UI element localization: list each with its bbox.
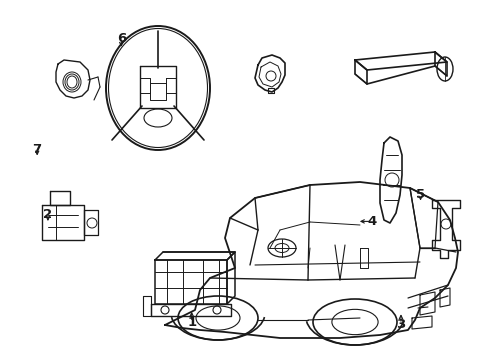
Text: 4: 4 [366,215,375,228]
Text: 1: 1 [187,316,196,329]
Text: 5: 5 [415,188,424,201]
Text: 6: 6 [117,32,125,45]
Text: 7: 7 [33,143,41,156]
Text: 2: 2 [43,208,52,221]
Text: 3: 3 [396,318,405,330]
